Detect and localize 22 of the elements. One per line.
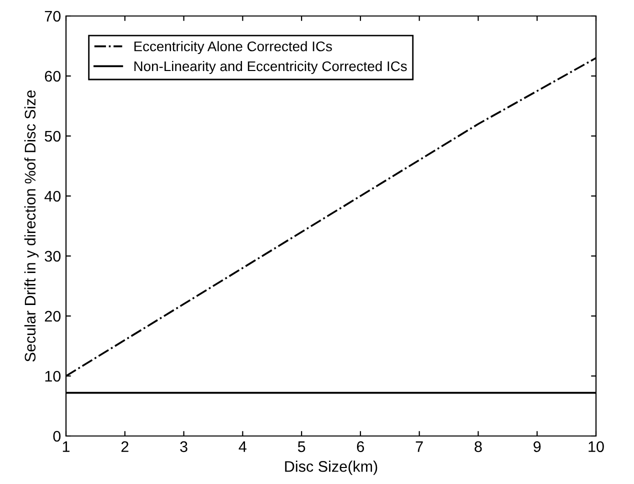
x-tick-label: 1 [62,441,70,452]
y-tick-label: 0 [53,430,61,442]
legend-label: Eccentricity Alone Corrected ICs [134,41,332,54]
y-tick-label: 60 [44,70,61,82]
y-tick-label: 50 [44,130,61,142]
x-tick-label: 3 [180,441,188,452]
x-tick-label: 7 [416,441,423,452]
x-tick-label: 9 [534,441,541,452]
y-axis-title: Secular Drift in y direction %of Disc Size [24,90,39,362]
y-tick-label: 20 [44,310,61,322]
y-tick-label: 10 [45,370,61,382]
x-tick-label: 8 [474,441,482,452]
x-axis-title: Disc Size(km) [285,460,378,475]
y-tick-label: 30 [44,250,61,262]
x-tick-label: 2 [121,441,128,452]
y-tick-label: 40 [44,190,61,202]
y-tick-label: 70 [44,10,61,22]
legend-label: Non-Linearity and Eccentricity Corrected ICs [134,60,407,74]
x-tick-label: 10 [588,441,604,452]
x-tick-label: 5 [298,441,306,452]
x-tick-label: 4 [238,441,246,452]
x-tick-label: 6 [356,441,364,452]
